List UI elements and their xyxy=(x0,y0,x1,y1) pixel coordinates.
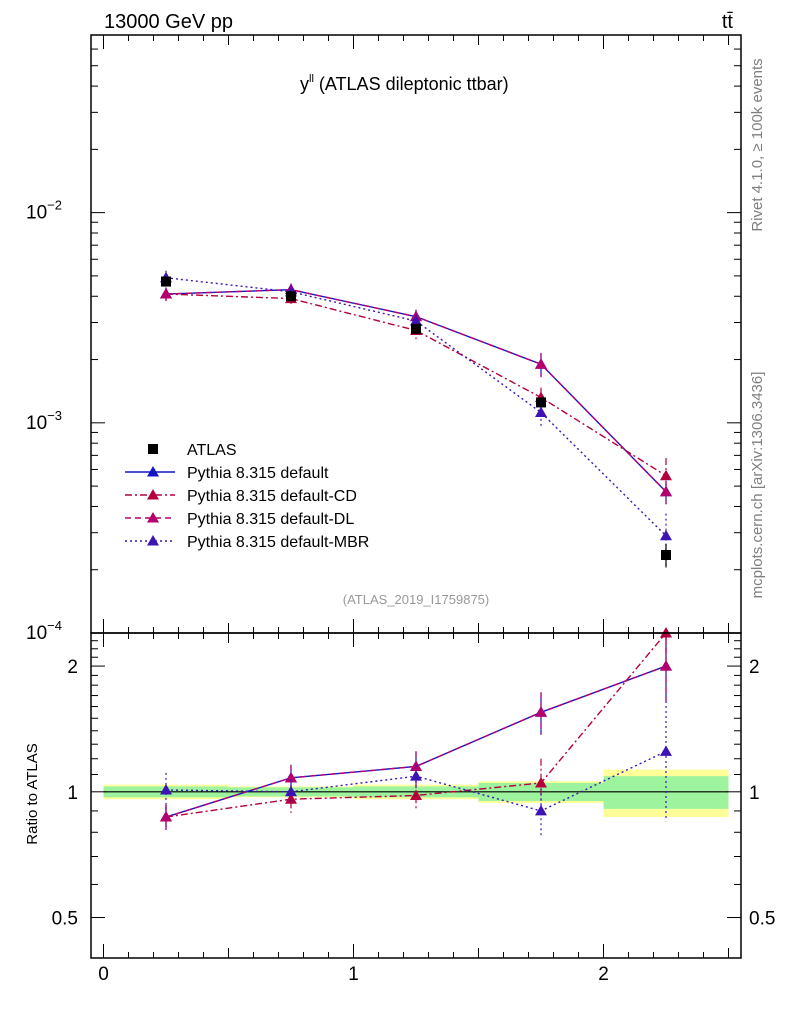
legend-marker-atlas xyxy=(148,444,158,454)
y-ratio-tick-label-right: 1 xyxy=(749,783,760,804)
ratio-point-cd xyxy=(285,793,297,804)
data-point xyxy=(661,550,671,561)
ratio-point-mbr xyxy=(535,804,547,816)
ratio-frame xyxy=(90,632,742,959)
y-ratio-tick-label: 2 xyxy=(67,657,78,678)
y-main-tick-label-exp: −2 xyxy=(47,198,62,213)
y-main-tick-label-exp: −4 xyxy=(47,618,62,633)
ratio-point-mbr xyxy=(285,785,297,797)
analysis-label: (ATLAS_2019_I1759875) xyxy=(343,592,489,607)
x-tick-label: 2 xyxy=(598,964,609,985)
ratio-point-cd xyxy=(535,776,547,788)
point-mbr xyxy=(660,529,672,541)
y-main-tick-label-base: 10 xyxy=(26,623,47,644)
data-point xyxy=(411,323,421,334)
legend-label-atlas: ATLAS xyxy=(187,442,237,459)
ratio-point-dl xyxy=(535,706,547,717)
ratio-point-dl xyxy=(285,771,297,783)
series-line-cd xyxy=(165,293,667,477)
y-ratio-tick-label: 1 xyxy=(67,783,78,804)
legend-marker-mbr xyxy=(147,535,159,546)
rivet-version-label: Rivet 4.1.0, ≥ 100k events xyxy=(749,58,766,231)
legend: ATLAS Pythia 8.315 default Pythia 8.315 de… xyxy=(125,442,369,551)
point-mbr xyxy=(535,406,547,417)
plot-title-rest: (ATLAS dileptonic ttbar) xyxy=(314,74,509,94)
legend-marker-default xyxy=(147,466,159,477)
main-panel xyxy=(160,270,672,568)
data-point xyxy=(536,397,546,408)
point-dl xyxy=(160,288,172,299)
y-ratio-tick-label: 0.5 xyxy=(52,909,78,930)
axes-layer: 10−410−310−20.5 0.51 12 20 1 2 xyxy=(26,34,775,985)
mcplots-label: mcplots.cern.ch [arXiv:1306.3436] xyxy=(749,372,766,599)
ratio-point-cd xyxy=(410,789,422,800)
y-main-tick-label-base: 10 xyxy=(26,413,47,434)
point-cd xyxy=(660,469,672,481)
plot-title-sup: ll xyxy=(309,73,314,85)
data-point xyxy=(286,291,296,302)
plot-title-main: y xyxy=(300,74,309,94)
header-left-label: 13000 GeV pp xyxy=(104,11,233,33)
ratio-point-dl xyxy=(160,811,172,822)
y-main-tick-label: 10−4 xyxy=(26,618,62,644)
point-mbr xyxy=(410,315,422,326)
data-point xyxy=(161,276,171,287)
y-ratio-tick-label-right: 0.5 xyxy=(749,909,775,930)
ratio-point-mbr xyxy=(160,783,172,795)
ratio-panel xyxy=(160,627,672,837)
y-main-tick-label-base: 10 xyxy=(26,203,47,224)
point-dl xyxy=(660,485,672,497)
y-main-tick-label: 10−3 xyxy=(26,408,62,434)
x-tick-label: 0 xyxy=(98,964,109,985)
y-main-tick-label: 10−2 xyxy=(26,198,62,224)
legend-label-dl: Pythia 8.315 default-DL xyxy=(187,511,354,528)
plot-title: yll (ATLAS dileptonic ttbar) xyxy=(300,73,509,94)
ratio-point-mbr xyxy=(410,770,422,781)
header-right-label: tt̄ xyxy=(722,11,734,33)
ratio-point-mbr xyxy=(660,745,672,756)
y-main-tick-label-exp: −3 xyxy=(47,408,62,423)
legend-marker-cd xyxy=(147,489,159,500)
ratio-axis-label: Ratio to ATLAS xyxy=(24,743,41,844)
legend-label-default: Pythia 8.315 default xyxy=(187,465,329,482)
legend-label-mbr: Pythia 8.315 default-MBR xyxy=(187,534,369,551)
y-ratio-tick-label-right: 2 xyxy=(749,657,760,678)
legend-label-cd: Pythia 8.315 default-CD xyxy=(187,488,357,505)
ratio-point-dl xyxy=(660,660,672,671)
legend-marker-dl xyxy=(147,512,159,523)
point-dl xyxy=(535,358,547,369)
x-tick-label: 1 xyxy=(348,964,359,985)
